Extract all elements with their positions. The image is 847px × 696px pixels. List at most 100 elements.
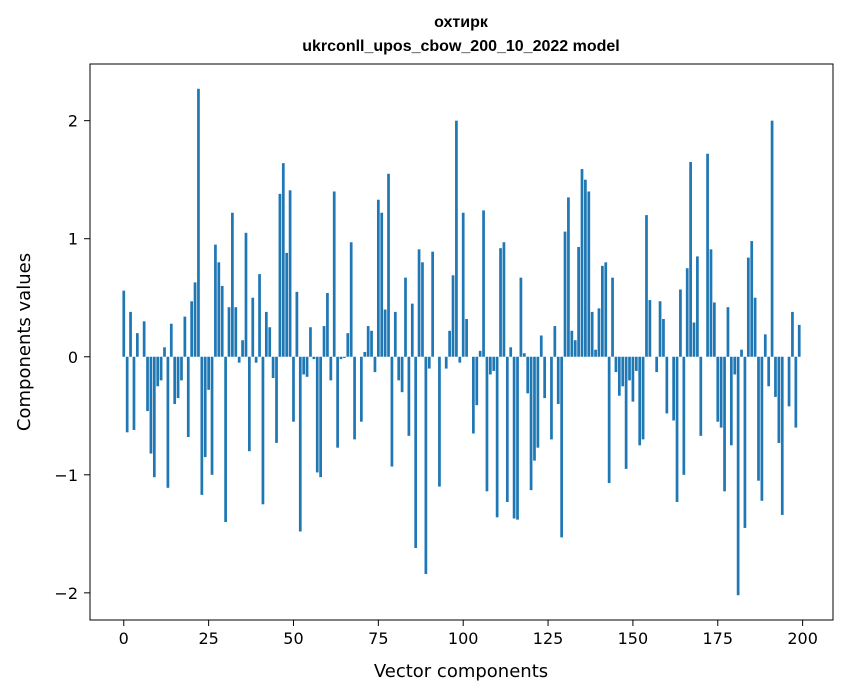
bar [567,197,570,357]
bar [485,356,489,492]
bar [553,326,557,357]
bar [482,210,485,357]
bar [539,335,543,357]
bar [241,340,244,357]
bar [617,356,621,396]
bar [645,215,648,357]
bar [529,356,533,491]
x-tick-label: 150 [618,629,649,648]
bar [458,356,462,363]
bar [624,356,628,469]
x-tick-label: 50 [283,629,303,648]
bar [146,356,149,412]
bar [628,356,631,381]
bar [607,356,611,484]
bar [740,349,743,357]
bar [495,356,499,518]
bar [295,291,299,357]
x-tick-label: 0 [119,629,129,648]
bar [750,241,754,357]
bar [577,246,580,357]
y-axis-ticks: −2 −1 0 1 2 [54,112,90,603]
bar [264,311,268,357]
bar [261,356,265,505]
bar [597,308,601,357]
bar [285,252,289,357]
bar [706,153,709,357]
bar [414,356,418,548]
bar [159,356,163,381]
bar [634,356,638,371]
bar [427,356,431,369]
bar [203,356,207,458]
bar [312,356,316,360]
x-tick-label: 25 [198,629,218,648]
bar [220,285,224,357]
bar [309,327,312,357]
bar [675,356,679,502]
x-tick-label: 75 [368,629,388,648]
bar [390,356,394,467]
bar [122,290,126,357]
bar [275,356,278,443]
bar [305,356,309,377]
bar [709,249,713,357]
bar [713,302,716,357]
x-tick-label: 175 [702,629,733,648]
bar [353,356,356,440]
bar [475,356,479,406]
bar [648,300,652,357]
bar [135,333,139,357]
bar [258,274,261,357]
bar [183,316,187,357]
bar [370,330,373,357]
bar [560,356,563,538]
bar [298,356,302,532]
bar [512,356,516,519]
bar [248,356,251,452]
bar [197,88,200,357]
bar [516,356,519,520]
bar [231,212,234,357]
bar [207,356,210,390]
y-tick-label: 0 [68,348,78,367]
bar [594,349,597,357]
bar [499,248,502,357]
bar [332,191,336,357]
bar [492,356,496,371]
bar [407,356,411,436]
bar [176,356,180,399]
x-axis-label: Vector components [374,661,548,682]
x-tick-label: 125 [533,629,564,648]
bar [587,191,591,357]
bar [455,120,458,357]
bar [424,356,428,574]
bar [696,256,699,357]
bar [797,324,801,357]
bar [410,303,414,357]
bar [156,356,160,387]
bar [573,340,577,357]
bar [502,242,506,357]
x-axis-ticks: 0 25 50 75 100 125 150 175 200 [119,620,818,648]
bar [339,356,343,360]
bar [679,289,682,357]
bar [488,356,492,375]
bar [451,275,455,357]
bar [580,169,584,357]
bar [254,356,258,363]
bar [322,326,326,357]
bar [129,311,132,357]
bar [621,356,625,387]
bar [193,282,197,357]
bar [743,356,747,528]
bar [685,268,689,357]
bar [461,212,465,357]
bar [505,356,509,502]
bar [444,356,448,369]
bar [533,356,536,461]
bar [326,293,329,357]
bar [400,356,404,393]
bar [292,356,295,422]
bar [152,356,156,478]
